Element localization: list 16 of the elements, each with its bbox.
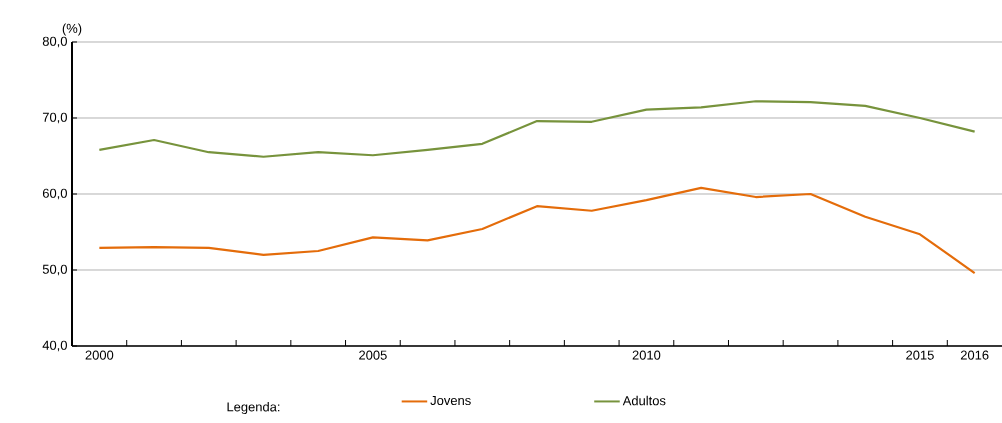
line-series [98, 186, 976, 275]
x-tick-label: 2015 [906, 350, 934, 360]
x-tick-label: 2010 [632, 350, 661, 360]
legend-label: Jovens [430, 396, 471, 406]
x-tick-label: 2016 [960, 350, 989, 360]
y-tick-label: 50,0 [42, 264, 67, 276]
y-tick-label: 70,0 [42, 112, 67, 124]
y-axis-title: (%) [62, 23, 82, 36]
y-tick-label: 60,0 [42, 188, 67, 200]
x-tick-label: 2005 [359, 350, 387, 360]
line-series [98, 100, 976, 158]
legend-label: Adultos [622, 395, 666, 406]
y-tick-label: 40,0 [42, 340, 67, 352]
x-tick-label: 2000 [85, 350, 114, 360]
y-tick-label: 80,0 [42, 36, 67, 48]
legend-title: Legenda: [227, 401, 280, 415]
